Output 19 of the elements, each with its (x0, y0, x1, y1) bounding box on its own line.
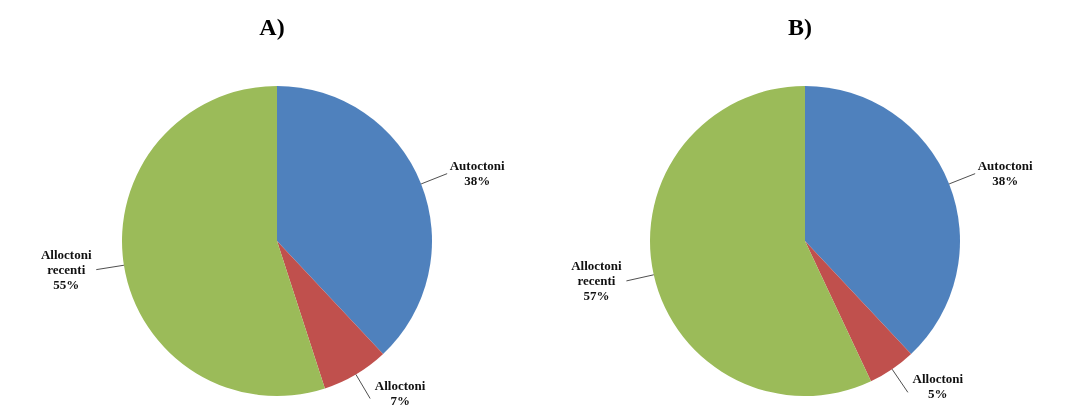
slice-label: Alloctoni (912, 371, 964, 387)
chart-title: A) (258, 13, 286, 42)
slice-label: Autoctoni (977, 158, 1033, 174)
slice-label: Alloctoni recenti (571, 257, 623, 288)
data-label: 57% (583, 287, 610, 303)
slice-label: Alloctoni recenti (40, 246, 92, 277)
pie-slice (122, 86, 325, 396)
data-label: 55% (53, 276, 80, 292)
data-label: 7% (390, 392, 410, 408)
pie-slice (277, 86, 432, 354)
pie-slice (805, 86, 960, 354)
pie-slice (650, 86, 871, 396)
slice-label: Alloctoni (374, 377, 426, 393)
pie-slice (805, 241, 912, 382)
data-label: 38% (992, 173, 1019, 189)
data-label: 5% (928, 386, 948, 402)
slice-label: Autoctoni (449, 158, 505, 174)
chart-title: B) (787, 13, 813, 42)
data-label: 38% (464, 173, 491, 189)
